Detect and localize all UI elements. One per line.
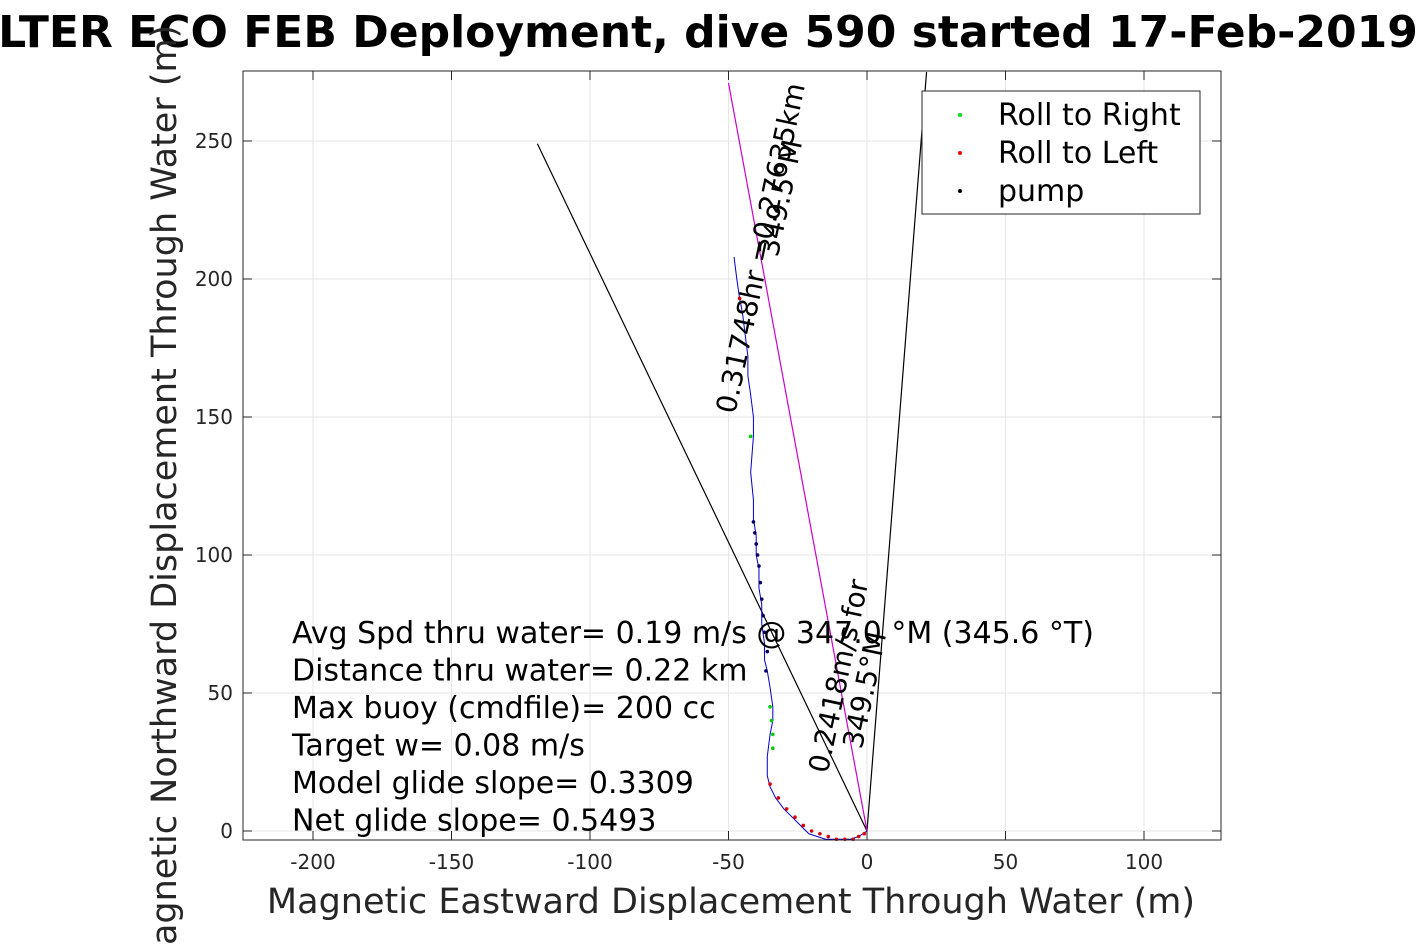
x-tick-labels: -200 -150 -100 -50 0 50 100 (290, 850, 1163, 874)
reference-lines (536, 71, 928, 832)
y-axis-label: Magnetic Northward Displacement Through … (145, 25, 185, 945)
legend-label-roll-right: Roll to Right (998, 98, 1181, 133)
pump-point (755, 553, 760, 557)
legend-label-pump: pump (998, 174, 1084, 209)
pump-point (765, 649, 770, 654)
roll-left-point (856, 834, 861, 839)
plot-border (242, 70, 1222, 841)
roll-left-point (826, 834, 831, 839)
y-tick-labels: 0 50 100 150 200 250 (195, 129, 233, 843)
roll-left-point (793, 815, 797, 819)
stats-line: Avg Spd thru water= 0.19 m/s @ 347.0 °M … (292, 616, 1094, 651)
legend-box (921, 90, 1201, 215)
legend: Roll to Right Roll to Left pump (921, 90, 1201, 215)
roll-left-point (834, 837, 839, 842)
legend-label-roll-left: Roll to Left (998, 136, 1158, 171)
roll-left-point (851, 837, 855, 842)
stats-line: Target w= 0.08 m/s (291, 729, 585, 764)
legend-marker-pump (958, 189, 962, 193)
roll-left-point (737, 296, 742, 301)
x-tick-label: -200 (290, 850, 335, 874)
reference-line (866, 71, 928, 832)
roll-right-point (769, 718, 774, 723)
pump-point (757, 564, 761, 568)
x-axis-label: Magnetic Eastward Displacement Through W… (267, 882, 1195, 922)
roll-right-point (771, 746, 775, 750)
legend-entry-roll-left: Roll to Left (958, 136, 1158, 171)
x-tick-label: -100 (567, 850, 612, 874)
pump-point (759, 597, 764, 601)
roll-left-point (776, 796, 781, 800)
roll-left-point (784, 807, 789, 811)
pump-point (751, 520, 756, 524)
x-tick-label: 100 (1125, 850, 1163, 874)
track-line (733, 256, 868, 840)
x-tick-label: 0 (861, 850, 874, 874)
y-tick-label: 200 (195, 267, 233, 291)
pump-point (764, 669, 768, 673)
x-tick-label: -150 (429, 850, 474, 874)
roll-right-point (771, 732, 775, 737)
pump-point (762, 630, 767, 635)
x-tick-label: 50 (993, 850, 1018, 874)
y-tick-label: 150 (195, 405, 233, 429)
roll-left-point (809, 829, 814, 833)
reference-line (536, 143, 868, 832)
legend-entry-pump: pump (958, 174, 1084, 209)
roll-left-point (768, 782, 772, 786)
y-tick-label: 0 (220, 819, 233, 843)
stats-line: Model glide slope= 0.3309 (292, 766, 694, 801)
roll-left-point (862, 831, 867, 836)
legend-marker-roll-right (958, 113, 962, 117)
y-tick-label: 50 (208, 681, 233, 705)
stats-annotations: Avg Spd thru water= 0.19 m/s @ 347.0 °M … (291, 616, 1094, 839)
roll-left-point (801, 823, 806, 828)
y-tick-label: 250 (195, 129, 233, 153)
y-tick-label: 100 (195, 543, 233, 567)
roll-left-point (843, 837, 847, 842)
legend-entry-roll-right: Roll to Right (958, 98, 1181, 133)
pump-point (754, 542, 758, 546)
roll-right-point (748, 434, 753, 439)
legend-marker-roll-left (958, 151, 962, 155)
glider-track (733, 256, 868, 840)
pump-point (758, 580, 763, 585)
axes-frame (242, 70, 1222, 841)
pump-point (761, 613, 765, 618)
chart-title: LTER ECO FEB Deployment, dive 590 starte… (0, 7, 1417, 58)
roll-left-point (818, 831, 822, 836)
roll-right-point (768, 705, 772, 709)
stats-line: Distance thru water= 0.22 km (292, 654, 747, 689)
pump-point (753, 531, 757, 535)
reference-line (727, 82, 868, 832)
stats-line: Net glide slope= 0.5493 (292, 804, 656, 839)
stats-line: Max buoy (cmdfile)= 200 cc (292, 691, 716, 726)
x-tick-label: -50 (712, 850, 745, 874)
